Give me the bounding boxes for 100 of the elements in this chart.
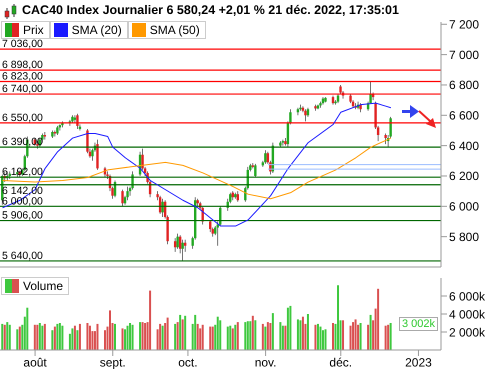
- bar: [174, 324, 176, 350]
- bar: [18, 326, 21, 350]
- bar: [142, 322, 144, 350]
- bar: [332, 323, 334, 350]
- bar: [216, 316, 219, 350]
- bar: [74, 326, 76, 350]
- bar: [54, 326, 56, 350]
- legend-label: SMA (50): [150, 23, 200, 37]
- x-tick-label: oct.: [178, 356, 198, 370]
- candlestick: [184, 239, 186, 252]
- bar: [194, 314, 196, 350]
- candlestick: [254, 163, 257, 178]
- bar: [236, 322, 239, 350]
- bar: [264, 326, 266, 350]
- bar: [58, 323, 61, 350]
- x-tick-label: déc.: [329, 356, 352, 370]
- y-tick-label: 2 000k: [449, 325, 486, 340]
- bar: [71, 328, 74, 350]
- bar: [51, 330, 54, 350]
- bar: [350, 326, 352, 350]
- candlestick: [174, 238, 176, 252]
- bar: [38, 323, 41, 350]
- x-tick-label: sept.: [100, 356, 126, 370]
- bar: [26, 308, 28, 350]
- bar: [322, 330, 324, 350]
- bar: [166, 318, 169, 350]
- bar: [234, 324, 236, 350]
- annotation: 3 002k: [398, 317, 438, 331]
- bar: [354, 319, 357, 350]
- bar: [266, 322, 269, 350]
- bar: [176, 322, 179, 350]
- candlestick: [299, 104, 302, 112]
- bar: [244, 322, 246, 350]
- bar: [286, 308, 289, 350]
- bar: [279, 322, 282, 350]
- bar: [44, 324, 46, 350]
- candlestick: [264, 150, 267, 164]
- y-tick-label: 5 800: [449, 230, 480, 244]
- ref-line-label: 6 550,00: [2, 112, 44, 124]
- candlestick: [236, 190, 239, 202]
- x-tick-label: nov.: [254, 356, 276, 370]
- bar: [104, 330, 106, 350]
- bar: [342, 320, 344, 350]
- bar: [56, 324, 58, 350]
- bar: [41, 326, 44, 350]
- candlestick: [181, 239, 184, 262]
- bar: [96, 324, 98, 350]
- y-tick-label: 7 000: [449, 48, 480, 62]
- bar: [319, 326, 322, 350]
- bar: [122, 328, 124, 350]
- bar: [269, 323, 272, 350]
- bar: [1, 324, 4, 350]
- bar: [144, 323, 146, 350]
- y-tick-label: 6 400: [449, 138, 480, 153]
- bar: [78, 324, 81, 350]
- candlestick: [176, 233, 179, 250]
- bar: [252, 316, 254, 350]
- bar: [384, 326, 387, 350]
- bar: [88, 326, 91, 350]
- bar: [229, 326, 232, 350]
- bar: [129, 323, 132, 350]
- bar: [124, 329, 126, 350]
- bar: [126, 326, 129, 350]
- chart-title: CAC40 Index Journalier 6 580,24 +2,01 % 21 déc. 2022, 17:35:01: [22, 3, 399, 17]
- bar: [306, 314, 309, 350]
- y-tick-label: 4 000k: [449, 307, 486, 322]
- bar: [226, 326, 229, 350]
- bar: [61, 326, 64, 350]
- ref-line-label: 6 823,00: [2, 70, 44, 82]
- bar: [272, 313, 274, 350]
- bar: [4, 324, 6, 350]
- bar: [316, 324, 319, 350]
- bar: [159, 324, 162, 350]
- bar: [196, 324, 199, 350]
- bar: [179, 314, 182, 350]
- bar: [302, 316, 304, 350]
- bar: [299, 320, 302, 350]
- bar: [108, 310, 111, 350]
- candlestick: [384, 133, 387, 144]
- bar: [390, 322, 392, 350]
- bar: [352, 322, 354, 350]
- bar: [182, 319, 184, 350]
- bar: [337, 285, 340, 350]
- x-tick-label: 2023: [405, 356, 432, 370]
- ref-line-label: 7 036,00: [2, 38, 44, 50]
- ref-line-label: 6 740,00: [2, 83, 44, 96]
- y-tick-label: 6 000: [449, 200, 480, 214]
- bar: [184, 316, 186, 350]
- bar: [246, 321, 249, 350]
- bar: [16, 329, 18, 350]
- bar: [254, 320, 256, 350]
- bar: [34, 324, 36, 350]
- x-tick-label: août: [23, 356, 48, 370]
- y-tick-label: 6 600: [449, 108, 480, 123]
- ref-line-label: 6 898,00: [2, 59, 44, 72]
- candlestick: [56, 126, 59, 136]
- bar: [114, 324, 116, 350]
- bar: [249, 321, 252, 350]
- bar: [36, 324, 38, 350]
- line-series: [2, 102, 392, 227]
